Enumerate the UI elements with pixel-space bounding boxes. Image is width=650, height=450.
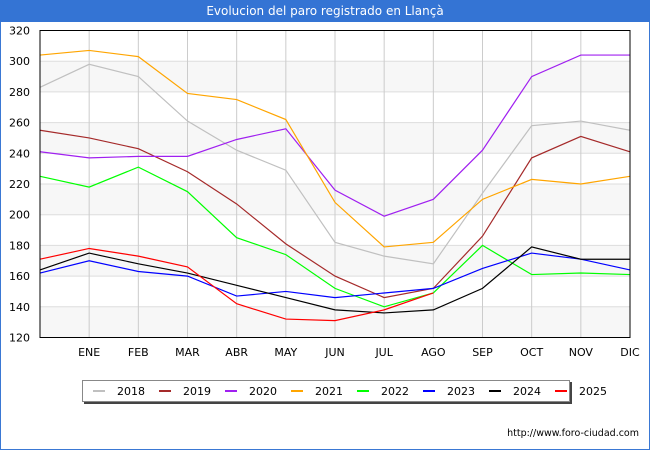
series-line-2024 xyxy=(39,246,630,314)
legend-item-2020: 2020 xyxy=(225,385,277,398)
x-tick-label: FEB xyxy=(128,346,149,359)
legend-label: 2019 xyxy=(183,384,211,398)
x-tick-label: DIC xyxy=(620,346,640,359)
y-tick-label: 300 xyxy=(9,55,30,68)
series-line-2023 xyxy=(39,252,631,299)
legend-label: 2018 xyxy=(117,384,145,398)
x-tick-label: JUL xyxy=(374,346,393,359)
y-axis-ticks: 120 140 160 180 200 220 240 260 280 300 320 xyxy=(9,25,30,345)
series-line-2022 xyxy=(39,166,631,308)
y-tick-label: 140 xyxy=(9,301,30,314)
legend: 2018 2019 2020 2021 2022 2023 2024 2025 xyxy=(82,380,607,402)
y-tick-label: 240 xyxy=(9,147,30,160)
plot-border xyxy=(39,30,631,338)
x-tick-label: AGO xyxy=(421,346,446,359)
legend-label: 2022 xyxy=(381,384,409,398)
x-tick-label: ABR xyxy=(225,346,248,359)
series-line-2025 xyxy=(39,247,434,322)
legend-swatch xyxy=(93,390,105,392)
x-tick-label: NOV xyxy=(569,346,594,359)
legend-label: 2024 xyxy=(513,384,541,398)
source-footer: http://www.foro-ciudad.com xyxy=(507,428,639,439)
legend-item-2018: 2018 xyxy=(93,385,145,398)
x-tick-label: ENE xyxy=(78,346,100,359)
legend-item-2023: 2023 xyxy=(423,385,475,398)
legend-item-2022: 2022 xyxy=(357,385,409,398)
y-tick-label: 120 xyxy=(9,332,30,345)
legend-swatch xyxy=(159,390,171,392)
series-line-2020 xyxy=(39,54,630,217)
legend-swatch xyxy=(291,390,303,392)
legend-label: 2023 xyxy=(447,384,475,398)
legend-item-2024: 2024 xyxy=(489,385,541,398)
legend-label: 2025 xyxy=(579,384,607,398)
y-tick-label: 200 xyxy=(9,209,30,222)
legend-swatch xyxy=(357,390,369,392)
x-axis-ticks: ENE FEB MAR ABR MAY JUN JUL AGO SEP OCT NOV DIC xyxy=(78,346,640,359)
y-tick-label: 320 xyxy=(9,25,30,38)
legend-swatch xyxy=(489,390,501,392)
series-line-2019 xyxy=(39,129,631,299)
x-tick-label: MAY xyxy=(274,346,297,359)
legend-item-2021: 2021 xyxy=(291,385,343,398)
legend-item-2019: 2019 xyxy=(159,385,211,398)
y-tick-label: 220 xyxy=(9,178,30,191)
series-line-2021 xyxy=(39,49,631,248)
chart-title: Evolucion del paro registrado en Llançà xyxy=(0,0,650,22)
y-tick-label: 180 xyxy=(9,239,30,252)
y-tick-label: 260 xyxy=(9,117,30,130)
legend-label: 2021 xyxy=(315,384,343,398)
legend-label: 2020 xyxy=(249,384,277,398)
legend-swatch xyxy=(225,390,237,392)
legend-swatch xyxy=(423,390,435,392)
x-tick-label: MAR xyxy=(175,346,200,359)
legend-item-2025: 2025 xyxy=(555,385,607,398)
series-lines xyxy=(39,49,631,322)
series-line-2018 xyxy=(39,63,631,265)
legend-swatch xyxy=(555,390,567,392)
y-tick-label: 280 xyxy=(9,86,30,99)
x-tick-label: JUN xyxy=(324,346,345,359)
x-tick-label: OCT xyxy=(520,346,543,359)
y-tick-label: 160 xyxy=(9,270,30,283)
x-tick-label: SEP xyxy=(472,346,493,359)
